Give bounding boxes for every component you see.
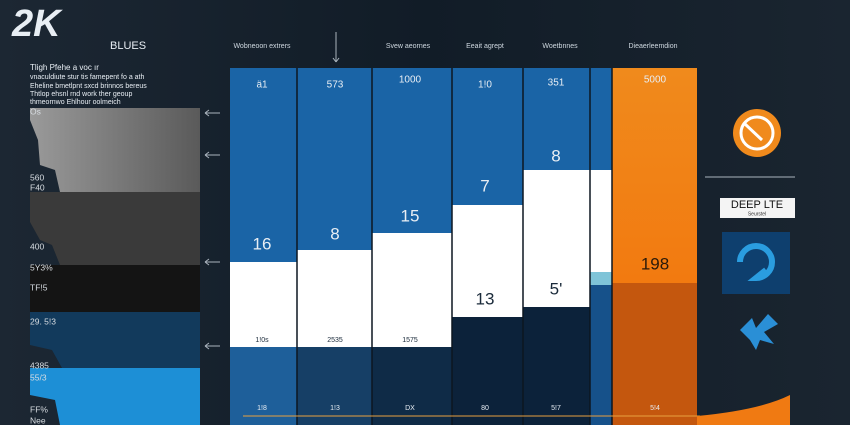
columns [230, 68, 790, 425]
badge-title: DEEP LTE [731, 199, 783, 211]
col-bottom [297, 347, 372, 425]
logo: 2K [11, 3, 63, 45]
column-top: ä1 [256, 80, 268, 91]
icon-needle [743, 122, 764, 142]
curve [697, 395, 790, 425]
column-bottom: 1!8 [257, 405, 267, 412]
left-label: 4385 [30, 360, 49, 370]
column-low: 1575 [402, 337, 418, 344]
icon-ring [739, 115, 775, 151]
column-bottom: 80 [481, 405, 489, 412]
column-header: Svew aeornes [386, 43, 431, 50]
column-top: 1!0 [478, 80, 492, 91]
col-bottom [612, 283, 697, 425]
intro-line: thmeornwo Ehlhour oolmeich [30, 99, 121, 106]
col-mid [297, 250, 372, 347]
col-bottom [523, 307, 590, 425]
intro-line: vnaculdiute stur tis famepent fo a ath [30, 74, 145, 81]
column-main: 8 [551, 146, 560, 165]
arrow [332, 32, 340, 63]
intro-line: Thtlop ehsnl rnd work ther geoup [30, 91, 132, 98]
icon-swirl [737, 243, 775, 282]
column-main: 8 [330, 224, 339, 243]
left-label: 55/3 [30, 372, 47, 382]
col-bottom [452, 317, 523, 425]
col-mid [590, 272, 612, 285]
column-top: 351 [548, 78, 565, 89]
column-bottom: DX [405, 405, 415, 412]
column-main: 198 [641, 254, 669, 273]
column-header: Dieaerleemdion [628, 43, 677, 50]
column-header: Eeait agrept [466, 43, 504, 50]
badge-sub: Seurstel [748, 211, 766, 217]
column-header: Wobneoon extrers [233, 43, 291, 50]
col-top [523, 68, 590, 170]
column-main: 7 [480, 176, 489, 195]
left-labels: Os 560 F40 400 5Y3% TF!5 29. 5!3 4385 55… [30, 106, 56, 425]
arrow [204, 342, 220, 350]
column-low: 13 [476, 289, 495, 308]
col-bottom [590, 285, 612, 425]
column-header: Woetbnnes [542, 43, 578, 50]
column-bottom: 5!7 [551, 405, 561, 412]
col-dividers [296, 68, 613, 425]
col-mid [523, 170, 590, 307]
intro-line: Tligh Pfehe a voc ır [30, 63, 99, 72]
left-label: TF!5 [30, 282, 48, 292]
left-label: Nee [30, 415, 46, 425]
col-bottom [230, 347, 297, 425]
left-label: 5Y3% [30, 262, 53, 272]
col-top [372, 68, 452, 233]
intro: Tligh Pfehe a voc ır vnaculdiute stur ti… [30, 63, 147, 106]
column-main: 16 [253, 234, 272, 253]
left-label: Os [30, 106, 41, 116]
col-mid [372, 233, 452, 347]
band [30, 108, 200, 192]
band [30, 368, 200, 425]
col-top [230, 68, 297, 262]
col-mid [230, 262, 297, 347]
col-top [590, 68, 612, 170]
left-bands [30, 108, 200, 425]
intro-line: Eheline bmetlpnt sxcd brinnos bereus [30, 83, 147, 90]
left-label: 560 [30, 172, 44, 182]
col-top [612, 68, 697, 283]
arrow [204, 109, 220, 117]
column-top: 1000 [399, 75, 422, 86]
column-top: 5000 [644, 75, 667, 86]
arrows [204, 32, 340, 350]
col-mid [590, 170, 612, 272]
column-top: 573 [327, 80, 344, 91]
col-top [452, 68, 523, 205]
left-label: F40 [30, 182, 45, 192]
col-mid [452, 205, 523, 317]
col-bottom [372, 347, 452, 425]
column-low: 5' [550, 279, 563, 298]
band [30, 192, 200, 265]
column-main: 15 [401, 206, 420, 225]
band [30, 312, 200, 368]
left-label: 29. 5!3 [30, 316, 56, 326]
column-low: 1!0s [255, 337, 269, 344]
badge [720, 198, 795, 218]
logo-sub: BLUES [110, 40, 146, 52]
arrow [204, 151, 220, 159]
icon-cross [740, 314, 778, 350]
col-top [297, 68, 372, 250]
icon-square [722, 232, 790, 294]
arrow [204, 258, 220, 266]
right-panel: DEEP LTE Seurstel [705, 109, 795, 350]
left-label: 400 [30, 241, 44, 251]
column-bottom: 1!3 [330, 405, 340, 412]
band [30, 265, 200, 312]
left-label: FF% [30, 404, 48, 414]
column-low: 2535 [327, 337, 343, 344]
column-bottom: 5!4 [650, 405, 660, 412]
